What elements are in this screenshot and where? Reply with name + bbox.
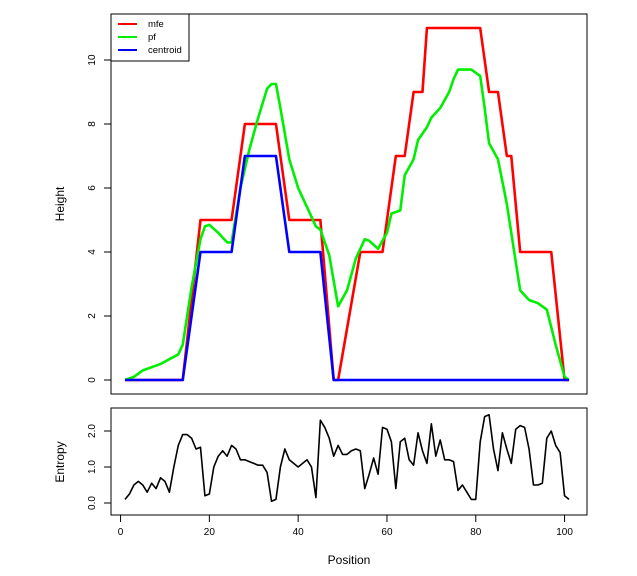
position-x-tick-label: 20: [204, 527, 216, 538]
series-line-entropy: [124, 413, 570, 503]
entropy-y-axis: 0.0 1.0 2.0: [87, 424, 112, 510]
height-y-tick-label: 4: [87, 249, 98, 255]
height-y-tick-label: 2: [87, 313, 98, 319]
position-x-tick-label: 60: [381, 527, 393, 538]
series-line-mfe: [125, 26, 569, 382]
height-panel: 0 2 4 6 8 10 Height mfe pf centroid: [53, 13, 588, 395]
legend: mfe pf centroid: [110, 13, 190, 62]
series-line-centroid: [125, 154, 569, 382]
position-x-tick-label: 80: [470, 527, 482, 538]
entropy-plot-frame: [110, 407, 588, 516]
entropy-series: [124, 413, 570, 503]
entropy-y-tick-label: 0.0: [87, 496, 98, 510]
entropy-axis-title: Entropy: [53, 441, 67, 482]
height-y-tick-label: 10: [87, 54, 98, 66]
height-y-axis: 0 2 4 6 8 10: [87, 54, 112, 383]
legend-label-mfe: mfe: [148, 19, 164, 30]
height-axis-title: Height: [53, 186, 67, 221]
entropy-y-tick-label: 1.0: [87, 460, 98, 474]
position-axis-title: Position: [328, 553, 371, 567]
height-y-tick-label: 8: [87, 121, 98, 127]
height-y-tick-label: 6: [87, 185, 98, 191]
position-x-tick-label: 40: [293, 527, 305, 538]
position-x-axis: 0 20 40 60 80 100: [118, 514, 573, 538]
height-series: [124, 26, 570, 382]
entropy-panel: 0.0 1.0 2.0 0 20 40 60 80 100 Entropy Position: [53, 407, 588, 567]
series-line-pf: [124, 68, 570, 382]
height-y-tick-label: 0: [87, 377, 98, 383]
legend-label-centroid: centroid: [148, 45, 182, 56]
position-x-tick-label: 0: [118, 527, 124, 538]
legend-label-pf: pf: [148, 32, 156, 43]
position-x-tick-label: 100: [556, 527, 573, 538]
entropy-y-tick-label: 2.0: [87, 424, 98, 438]
